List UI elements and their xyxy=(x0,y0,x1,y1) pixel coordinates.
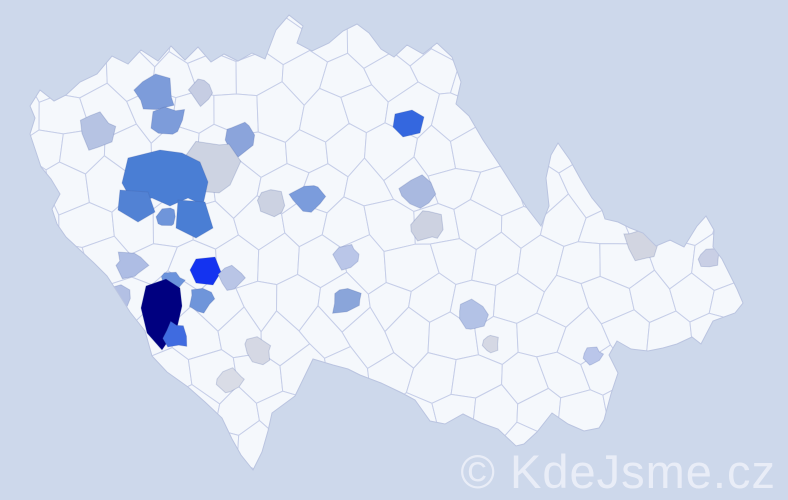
highlighted-district-region-1[interactable] xyxy=(79,111,117,151)
highlighted-district-region-32[interactable] xyxy=(582,346,605,366)
country-outline xyxy=(29,14,744,471)
highlighted-districts xyxy=(79,73,720,394)
highlighted-district-region-21[interactable] xyxy=(189,256,222,286)
highlighted-district-region-10[interactable] xyxy=(155,207,176,227)
highlighted-district-region-25[interactable] xyxy=(162,320,188,348)
highlighted-district-region-15[interactable] xyxy=(410,210,444,242)
highlighted-district-region-30[interactable] xyxy=(459,298,489,330)
highlighted-district-region-28[interactable] xyxy=(331,287,362,314)
highlighted-district-region-18[interactable] xyxy=(115,251,150,280)
highlighted-district-region-12[interactable] xyxy=(256,189,286,218)
highlighted-district-region-14[interactable] xyxy=(398,174,437,209)
highlighted-district-region-3[interactable] xyxy=(150,106,186,135)
kdejsme-watermark: © KdeJsme.cz xyxy=(460,445,776,498)
highlighted-district-region-22[interactable] xyxy=(217,264,246,291)
highlighted-district-region-9[interactable] xyxy=(117,189,156,223)
highlighted-district-region-13[interactable] xyxy=(392,109,425,138)
highlighted-district-region-11[interactable] xyxy=(288,185,327,213)
highlighted-district-region-5[interactable] xyxy=(224,121,256,158)
highlighted-district-region-29[interactable] xyxy=(332,243,360,271)
highlighted-district-region-27[interactable] xyxy=(215,367,245,394)
highlighted-district-region-26[interactable] xyxy=(244,336,272,366)
highlighted-district-region-4[interactable] xyxy=(187,78,214,108)
highlighted-district-region-24[interactable] xyxy=(188,287,216,314)
highlighted-district-region-31[interactable] xyxy=(481,334,499,354)
highlighted-district-region-8[interactable] xyxy=(175,199,214,239)
